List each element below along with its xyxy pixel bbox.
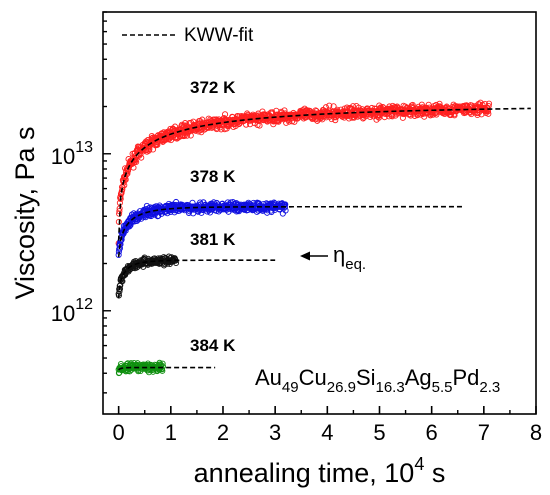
data-point (159, 360, 166, 367)
data-point (282, 207, 289, 214)
data-point (330, 103, 337, 110)
data-point (130, 164, 137, 171)
composition-subscript: 49 (282, 379, 299, 396)
data-point (349, 103, 357, 110)
data-point (474, 110, 481, 117)
series-384-k (115, 359, 167, 377)
data-point (326, 102, 333, 109)
data-point (159, 363, 167, 370)
composition-element: Ag (405, 365, 432, 390)
x-tick-label: 7 (478, 420, 490, 445)
series-372-k (115, 99, 493, 247)
composition-element: Au (255, 365, 282, 390)
composition-element: Cu (299, 365, 327, 390)
x-tick-label: 1 (165, 420, 177, 445)
data-point (138, 154, 145, 161)
kww-fit-line (117, 107, 531, 241)
x-tick-label: 8 (530, 420, 542, 445)
data-point (485, 110, 492, 117)
data-point (121, 182, 128, 189)
data-point (229, 198, 236, 206)
data-point (485, 100, 493, 107)
series-label: 384 K (190, 336, 236, 355)
data-point (187, 132, 194, 139)
eq-subscript: eq. (345, 256, 366, 273)
composition-label: Au49Cu26.9Si16.3Ag5.5Pd2.3 (255, 365, 500, 396)
y-tick-exponent: 13 (75, 139, 93, 156)
x-axis-label-text: annealing time, 10 (194, 458, 415, 488)
x-axis-ticks: 0 1 2 3 4 5 6 7 8 (113, 406, 542, 445)
eq-symbol: η (333, 242, 345, 267)
kww-fit-line (117, 205, 463, 258)
x-axis-label: annealing time, 104 s (194, 454, 446, 488)
x-tick-label: 4 (321, 420, 333, 445)
legend-entry: KWW-fit (184, 25, 254, 46)
composition-subscript: 26.9 (327, 379, 356, 396)
series-label: 372 K (190, 78, 236, 97)
plot-frame (102, 11, 537, 415)
data-point (221, 111, 229, 118)
y-tick-base: 10 (51, 301, 75, 326)
series-label: 381 K (190, 230, 236, 249)
composition-subscript: 16.3 (376, 379, 405, 396)
x-tick-label: 0 (113, 420, 125, 445)
x-tick-label: 6 (426, 420, 438, 445)
x-tick-label: 5 (373, 420, 385, 445)
x-tick-label: 3 (269, 420, 281, 445)
composition-element: Si (356, 365, 376, 390)
x-axis-label-unit: s (424, 458, 445, 488)
fit-layer (117, 107, 531, 371)
composition-subscript: 5.5 (432, 379, 453, 396)
eq-arrow-head (300, 251, 310, 261)
x-tick-label: 2 (217, 420, 229, 445)
kww-fit-line (118, 366, 216, 371)
data-layer (115, 99, 493, 377)
y-tick-label: 1013 (51, 139, 93, 169)
y-tick-label: 1012 (51, 296, 93, 326)
data-point (281, 107, 288, 114)
equilibrium-label: ηeq. (333, 242, 366, 273)
data-point (484, 104, 491, 111)
data-point (389, 113, 396, 120)
kww-fit-line (117, 259, 276, 299)
y-axis-label: Viscosity, Pa s (10, 126, 40, 299)
x-axis-label-exponent: 4 (414, 454, 424, 474)
data-point (436, 100, 443, 107)
series-label: 378 K (190, 167, 236, 186)
y-tick-exponent: 12 (75, 296, 93, 313)
data-point (154, 141, 161, 148)
composition-subscript: 2.3 (479, 379, 500, 396)
composition-element: Pd (452, 365, 479, 390)
y-tick-base: 10 (51, 144, 75, 169)
data-point (171, 123, 179, 130)
